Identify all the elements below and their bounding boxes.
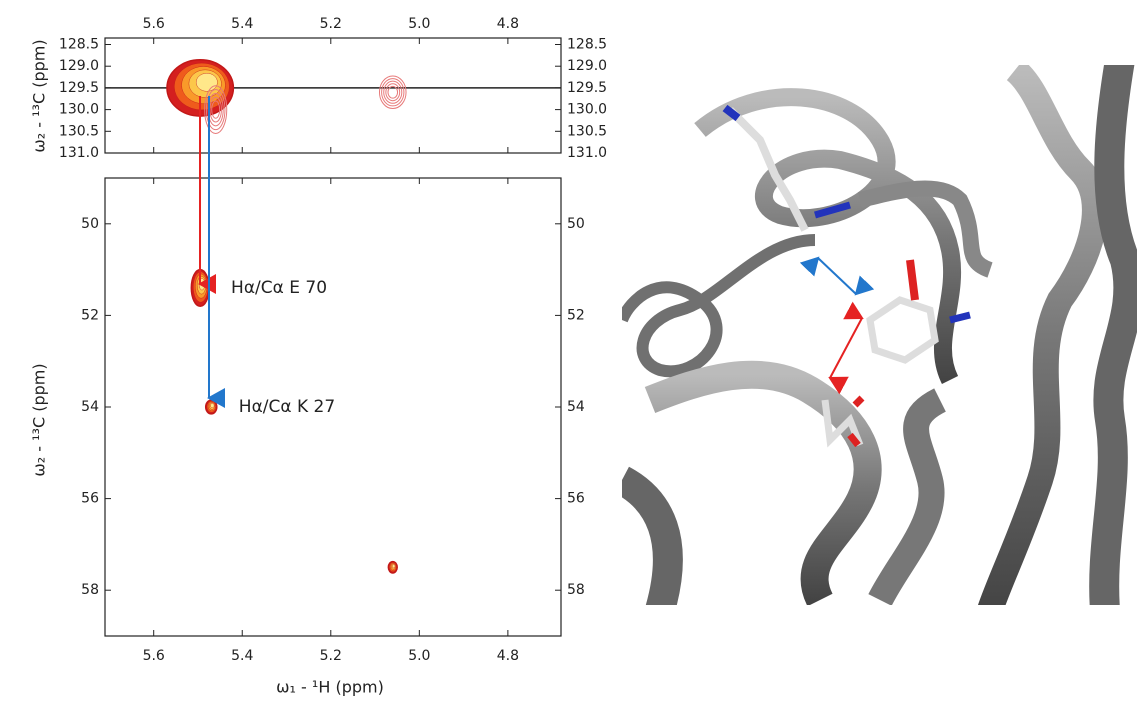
x-tick-label: 5.0 <box>408 16 430 32</box>
y-tick-label: 129.5 <box>59 80 99 96</box>
y-tick-label: 130.5 <box>59 123 99 139</box>
y-tick-label: 128.5 <box>567 37 607 53</box>
y-tick-label: 131.0 <box>567 145 607 161</box>
contour-level <box>210 403 215 409</box>
structure-render <box>622 65 1137 605</box>
y-tick-label: 131.0 <box>59 145 99 161</box>
y-tick-label: 129.5 <box>567 80 607 96</box>
contour-level <box>387 85 399 99</box>
contour-level <box>385 83 401 102</box>
y-tick-label: 52 <box>81 307 99 323</box>
y-tick-label: 58 <box>81 582 99 598</box>
y-tick-label: 130.5 <box>567 123 607 139</box>
x-tick-label: 5.4 <box>231 648 253 664</box>
plot-frame <box>104 37 562 154</box>
peak-label: Hα/Cα E 70 <box>231 278 327 298</box>
y-tick-label: 130.0 <box>59 102 99 118</box>
x-tick-label: 5.2 <box>320 16 342 32</box>
x-tick-label: 5.4 <box>231 16 253 32</box>
contour-level <box>205 89 226 131</box>
contour-level <box>195 73 218 92</box>
x-axis-title: ω₁ - ¹H (ppm) <box>276 678 384 697</box>
y-tick-label: 56 <box>567 491 585 507</box>
contour-level <box>211 100 221 119</box>
peak-label: Hα/Cα K 27 <box>239 397 335 417</box>
x-tick-label: 5.0 <box>408 648 430 664</box>
y-tick-label: 54 <box>81 399 99 415</box>
y-tick-label: 58 <box>567 582 585 598</box>
peak <box>204 399 218 415</box>
peak <box>378 75 407 110</box>
y-tick-label: 128.5 <box>59 37 99 53</box>
y-tick-label: 129.0 <box>59 58 99 74</box>
x-tick-label: 5.6 <box>143 648 165 664</box>
y-axis-title: ω₂ - ¹³C (ppm) <box>30 363 49 476</box>
y-tick-label: 52 <box>567 307 585 323</box>
x-tick-label: 4.8 <box>497 648 519 664</box>
y-tick-label: 50 <box>81 216 99 232</box>
contour-level <box>381 78 405 107</box>
contour-level <box>378 75 407 110</box>
contour-level <box>204 85 228 134</box>
peak <box>387 560 398 574</box>
y-tick-label: 129.0 <box>567 58 607 74</box>
contour-level <box>392 564 396 569</box>
y-tick-label: 50 <box>567 216 585 232</box>
contour-level <box>383 80 403 104</box>
y-axis-title: ω₂ - ¹³C (ppm) <box>30 39 49 152</box>
x-tick-label: 5.2 <box>320 648 342 664</box>
y-tick-label: 56 <box>81 491 99 507</box>
y-tick-label: 130.0 <box>567 102 607 118</box>
y-tick-label: 54 <box>567 399 585 415</box>
x-tick-label: 5.6 <box>143 16 165 32</box>
x-tick-label: 4.8 <box>497 16 519 32</box>
